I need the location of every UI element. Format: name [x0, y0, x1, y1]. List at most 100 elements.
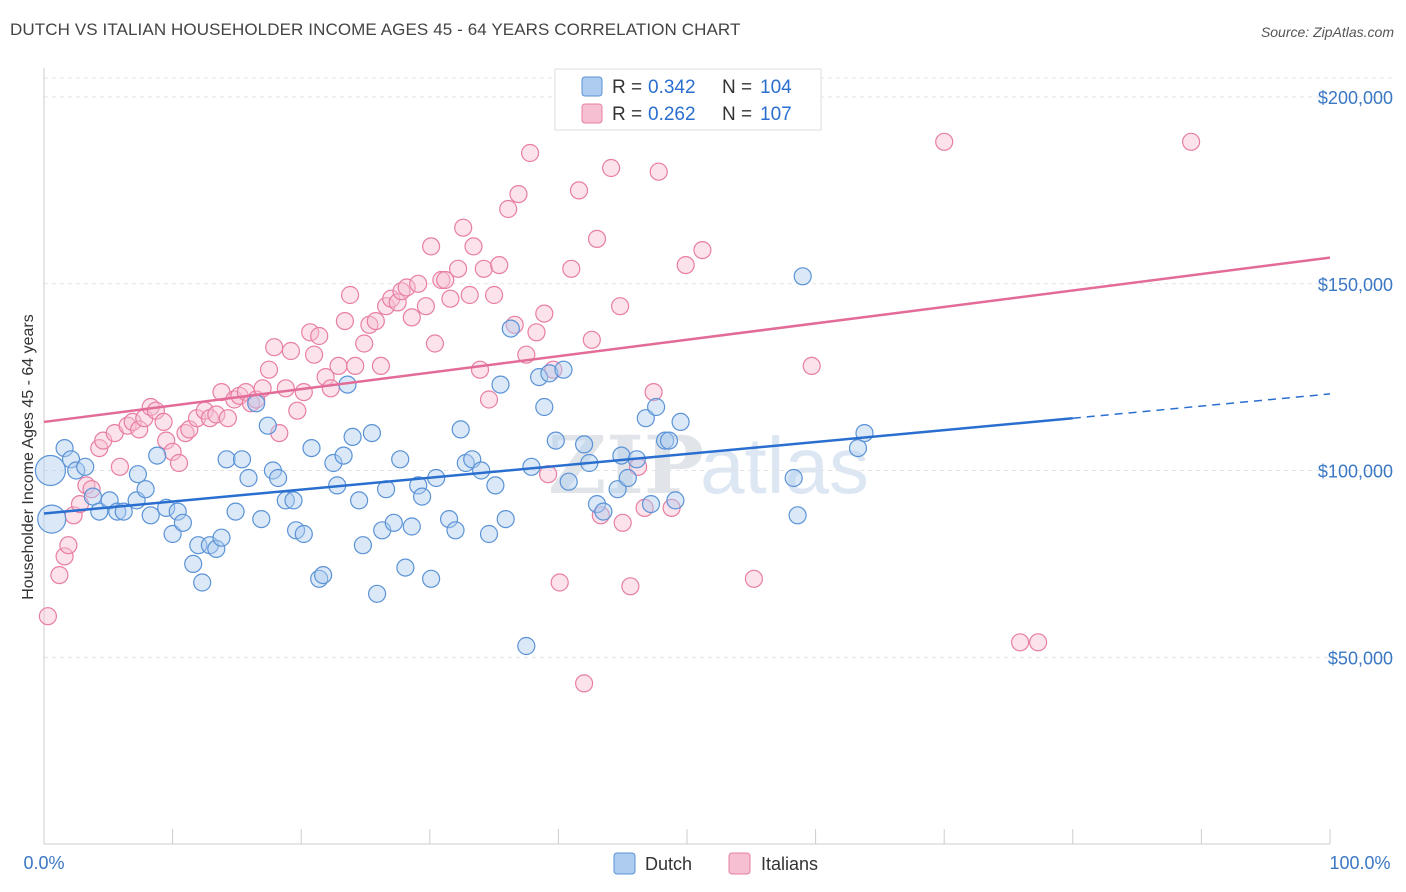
data-point [440, 509, 459, 529]
bottom-legend-swatch-dutch [613, 852, 636, 875]
data-point [676, 256, 695, 275]
data-point [441, 289, 460, 308]
data-point [499, 199, 518, 219]
series-italians [38, 132, 1201, 693]
data-point [362, 424, 381, 443]
data-point [368, 584, 387, 603]
data-point [550, 573, 569, 592]
data-point [646, 397, 666, 417]
data-point [788, 506, 807, 525]
data-point [324, 453, 343, 473]
data-point [496, 509, 515, 529]
trend-line-dutch [43, 416, 1073, 515]
data-point [334, 446, 353, 465]
y-tick-label: $150,000 [1318, 275, 1393, 295]
data-point [288, 401, 307, 420]
data-point [402, 308, 421, 327]
data-point [258, 416, 277, 435]
legend-italians-r-value: 0.262 [648, 104, 696, 125]
data-point [621, 577, 640, 596]
legend-swatch-dutch [581, 76, 603, 97]
x-tick-label-min: 0.0% [23, 853, 64, 873]
data-point [554, 360, 573, 379]
data-point [641, 495, 661, 514]
data-point [301, 323, 320, 342]
data-point [310, 326, 329, 346]
data-point [281, 341, 300, 361]
data-point [432, 270, 451, 290]
data-point [163, 524, 182, 544]
data-point [355, 334, 374, 353]
gridlines [44, 77, 1395, 658]
legend-dutch-r-label: R = [612, 77, 642, 98]
trend-line-italians [43, 256, 1331, 424]
data-point [569, 181, 589, 200]
data-point [491, 375, 510, 394]
data-point [474, 259, 493, 278]
data-point [848, 439, 868, 458]
data-point [644, 383, 663, 402]
data-point [451, 420, 470, 439]
data-point [485, 285, 504, 305]
data-point [141, 506, 160, 525]
y-tick-label: $100,000 [1318, 462, 1393, 482]
data-point [935, 132, 954, 151]
data-point [169, 453, 189, 473]
data-point [346, 356, 365, 375]
data-point [540, 364, 559, 383]
data-point [454, 218, 473, 237]
data-point [490, 256, 509, 275]
chart-title: DUTCH VS ITALIAN HOUSEHOLDER INCOME AGES… [10, 20, 741, 39]
data-point [335, 312, 354, 331]
data-point [259, 360, 279, 379]
data-point [1028, 633, 1048, 652]
data-point [409, 274, 428, 293]
data-point [123, 412, 142, 431]
data-point [384, 513, 403, 532]
data-point [218, 409, 237, 428]
data-point [1010, 633, 1030, 652]
data-point [136, 480, 155, 499]
data-point [562, 259, 581, 278]
data-point [59, 536, 78, 555]
data-point [618, 468, 637, 488]
data-point [157, 431, 176, 450]
data-point [486, 476, 505, 495]
data-point [302, 439, 321, 458]
data-point [517, 636, 536, 656]
data-point [321, 379, 340, 398]
data-point [587, 495, 607, 514]
data-point [207, 405, 226, 424]
legend-dutch-r-value: 0.342 [648, 77, 696, 98]
y-tick-label: $200,000 [1318, 88, 1393, 108]
data-point [276, 379, 295, 398]
data-point [425, 334, 444, 353]
data-point [636, 409, 655, 428]
data-point [472, 461, 491, 480]
data-point [305, 345, 324, 364]
y-axis-label: Householder Income Ages 45 - 64 years [20, 314, 37, 600]
legend-swatch-italians [581, 103, 603, 124]
data-point [187, 409, 207, 428]
data-point [397, 278, 416, 297]
data-point [217, 450, 236, 469]
data-point [55, 439, 74, 458]
legend-italians-n-label: N = [722, 104, 752, 125]
data-point [212, 528, 231, 547]
data-point [582, 330, 601, 349]
data-point [546, 431, 565, 450]
data-point [479, 524, 499, 544]
data-point [294, 383, 313, 402]
y-tick-labels: $50,000 $100,000 $150,000 $200,000 [1318, 88, 1393, 668]
data-point [409, 476, 428, 495]
data-point [252, 509, 271, 529]
data-point [574, 435, 594, 454]
data-point [34, 454, 67, 487]
data-point [148, 446, 167, 465]
data-point [232, 450, 252, 469]
data-point [587, 229, 607, 248]
data-point [608, 480, 627, 499]
data-point [341, 285, 360, 305]
chart-source: Source: ZipAtlas.com [1260, 24, 1394, 40]
